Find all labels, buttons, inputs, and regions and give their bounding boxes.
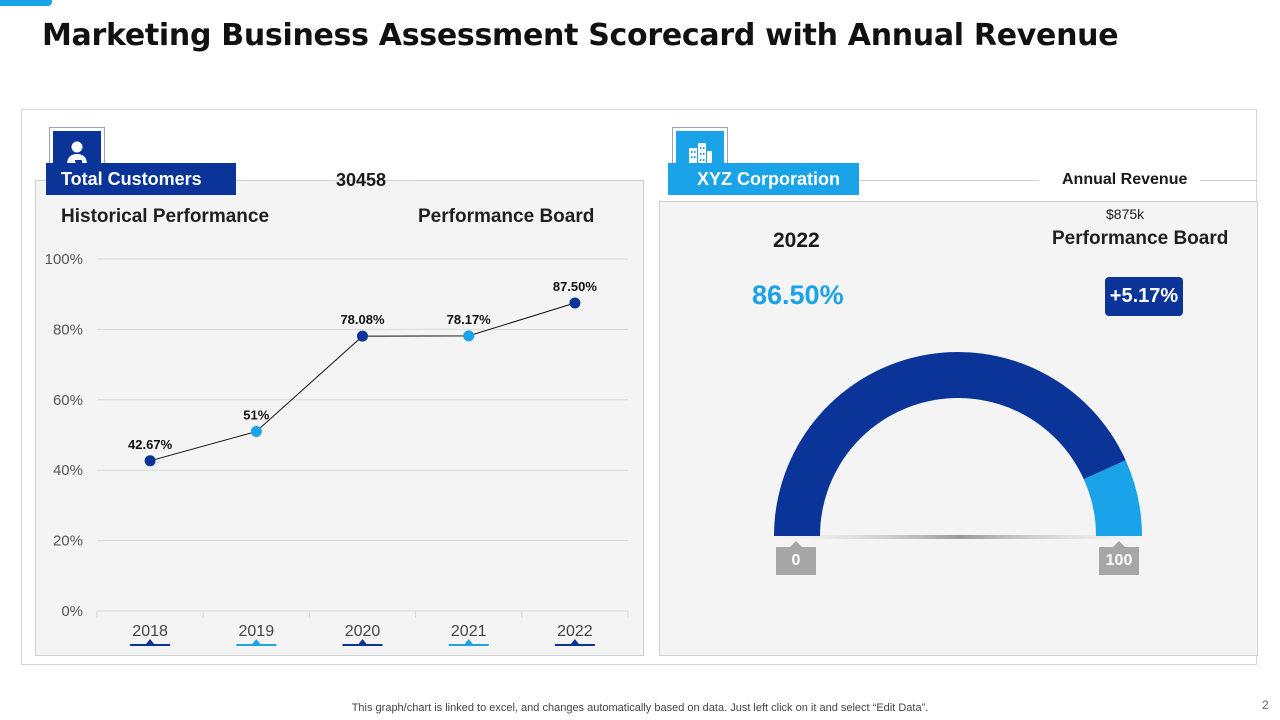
total-customers-value: 30458	[336, 170, 387, 190]
year-marker	[358, 639, 367, 644]
x-tick-label: 2019	[239, 623, 275, 640]
year-underline	[236, 644, 277, 646]
data-point	[250, 425, 262, 437]
performance-gauge	[740, 351, 1180, 539]
year-underline	[342, 644, 383, 646]
total-customers-tab: Total Customers	[46, 163, 236, 195]
data-label: 42.67%	[128, 437, 173, 452]
year-underline	[130, 644, 171, 646]
page-number: 2	[1262, 698, 1269, 712]
data-label: 51%	[243, 407, 269, 422]
gauge-baseline-shadow	[740, 535, 1180, 539]
year-underline	[554, 644, 595, 646]
x-tick-label: 2020	[345, 623, 381, 640]
performance-board-heading: Performance Board	[418, 206, 595, 227]
y-tick-label: 20%	[53, 533, 83, 550]
x-tick-label: 2018	[132, 623, 168, 640]
year-underline	[448, 644, 489, 646]
y-tick-label: 100%	[45, 251, 83, 268]
year-marker	[252, 639, 261, 644]
y-tick-label: 60%	[53, 392, 83, 409]
footnote: This graph/chart is linked to excel, and…	[351, 702, 929, 714]
header-rule	[1200, 180, 1258, 181]
annual-revenue-value: $875k	[1106, 206, 1145, 222]
x-tick-label: 2022	[557, 623, 593, 640]
x-tick-label: 2021	[451, 623, 487, 640]
current-year: 2022	[773, 229, 820, 252]
building-icon	[689, 143, 712, 168]
data-point	[357, 330, 368, 342]
historical-line-chart: 0% 20% 40% 60% 80% 100% 42.67% 2018 51% 2019 78.08…	[45, 251, 629, 646]
gauge-remainder-arc	[1083, 460, 1142, 536]
page-title: Marketing Business Assessment Scorecard …	[42, 18, 1119, 53]
gauge-min-label: 0	[776, 541, 816, 575]
corner-accent	[0, 0, 52, 6]
data-point	[463, 330, 475, 342]
gauge-max-label: 100	[1099, 541, 1139, 575]
y-tick-label: 40%	[53, 462, 83, 479]
data-point	[569, 297, 581, 309]
performance-percent: 86.50%	[752, 280, 844, 310]
header-rule	[236, 180, 324, 181]
year-marker	[570, 639, 579, 644]
year-marker	[146, 639, 155, 644]
header-rule	[859, 180, 1039, 181]
revenue-panel	[659, 201, 1258, 656]
year-marker	[464, 639, 473, 644]
gauge-value-arc	[774, 351, 1126, 536]
data-point	[144, 455, 156, 467]
y-tick-label: 80%	[53, 321, 83, 338]
annual-revenue-label: Annual Revenue	[1062, 171, 1188, 188]
header-rule	[418, 180, 644, 181]
xyz-corporation-tab: XYZ Corporation	[668, 163, 859, 195]
historical-performance-heading: Historical Performance	[61, 206, 270, 227]
y-tick-label: 0%	[61, 603, 83, 620]
data-label: 78.08%	[340, 312, 385, 327]
data-label: 87.50%	[553, 279, 598, 294]
change-badge: +5.17%	[1105, 277, 1183, 316]
data-label: 78.17%	[447, 312, 492, 327]
performance-board-heading: Performance Board	[1052, 228, 1229, 249]
